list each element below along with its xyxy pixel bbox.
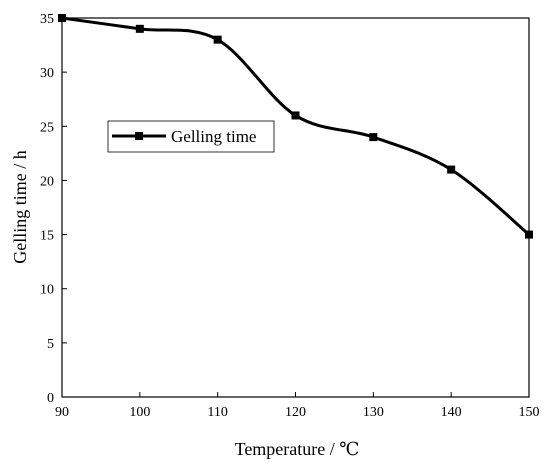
y-tick-label: 20 xyxy=(40,174,54,189)
x-tick-label: 130 xyxy=(363,405,384,420)
plot-area xyxy=(61,17,530,398)
data-point-marker xyxy=(369,133,378,142)
y-tick-label: 30 xyxy=(40,66,54,81)
y-tick-label: 10 xyxy=(40,283,54,298)
x-tick-label: 100 xyxy=(129,405,150,420)
plot-frame xyxy=(61,17,530,398)
x-tick-label: 150 xyxy=(519,405,540,420)
x-axis-title: Temperature / ℃ xyxy=(235,439,360,459)
data-point-marker xyxy=(58,14,66,22)
x-axis: 90 100 110 120 130 140 150 xyxy=(55,392,540,420)
data-point-marker xyxy=(213,35,222,44)
legend-label: Gelling time xyxy=(171,127,256,146)
y-tick-label: 35 xyxy=(40,12,54,27)
data-point-marker xyxy=(525,230,533,239)
y-tick-label: 25 xyxy=(40,120,54,135)
legend: Gelling time xyxy=(107,120,275,153)
y-tick-label: 15 xyxy=(40,229,54,244)
legend-marker xyxy=(135,132,143,140)
y-tick-label: 5 xyxy=(47,337,54,352)
x-tick-label: 90 xyxy=(55,405,69,420)
x-tick-label: 110 xyxy=(207,405,227,420)
data-point-marker xyxy=(135,24,144,33)
x-tick-label: 140 xyxy=(441,405,462,420)
series-group xyxy=(58,14,533,239)
data-point-marker xyxy=(291,111,300,120)
y-axis: 0 5 10 15 20 25 30 35 xyxy=(40,12,67,406)
y-tick-label: 0 xyxy=(47,391,54,406)
y-axis-title: Gelling time / h xyxy=(10,150,30,263)
x-tick-label: 120 xyxy=(285,405,306,420)
data-point-marker xyxy=(447,165,456,174)
